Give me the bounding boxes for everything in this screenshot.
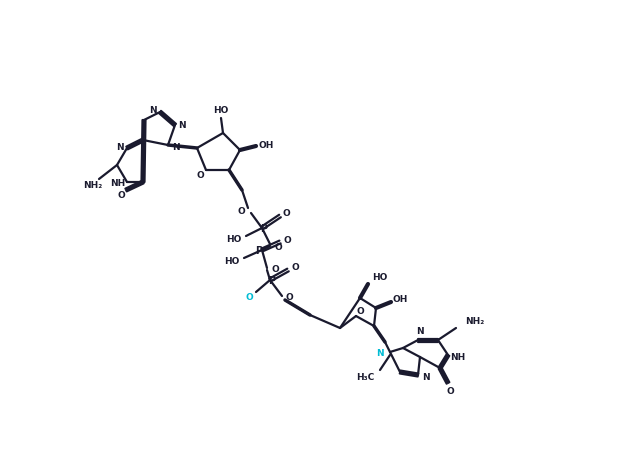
Text: H₃C: H₃C [356,374,374,383]
Text: O: O [446,387,454,397]
Text: O: O [271,266,279,274]
Text: HO: HO [372,273,387,282]
Text: P: P [268,276,276,286]
Text: HO: HO [224,257,240,266]
Text: OH: OH [392,296,408,305]
Text: N: N [178,120,186,130]
Text: P: P [260,224,268,234]
Text: O: O [237,206,245,216]
Text: O: O [117,190,125,199]
Text: N: N [416,328,424,337]
Text: O: O [285,293,293,303]
Text: NH₂: NH₂ [465,318,484,327]
Text: OH: OH [259,141,274,149]
Text: O: O [196,172,204,180]
Text: NH₂: NH₂ [83,180,102,189]
Text: N: N [149,105,157,115]
Text: O: O [282,209,290,218]
Text: P: P [255,246,262,256]
Text: NH: NH [110,180,125,188]
Text: HO: HO [213,105,228,115]
Text: O: O [356,307,364,316]
Text: O: O [274,243,282,251]
Text: N: N [116,143,124,152]
Text: N: N [172,142,180,151]
Text: N: N [376,350,384,359]
Text: O: O [283,235,291,244]
Text: N: N [422,373,430,382]
Text: NH: NH [451,352,466,361]
Text: O: O [291,264,299,273]
Text: O: O [245,293,253,303]
Text: HO: HO [227,235,242,243]
